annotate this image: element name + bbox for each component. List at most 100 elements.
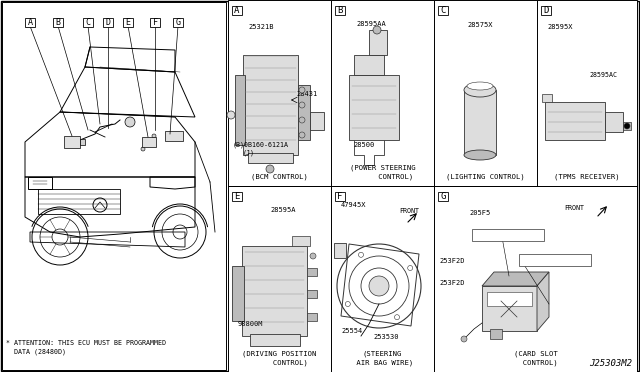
Text: 25554: 25554 bbox=[341, 328, 362, 334]
Bar bbox=[232, 6, 242, 15]
Bar bbox=[434, 0, 537, 186]
Text: 47945X: 47945X bbox=[341, 202, 367, 208]
Text: 28500: 28500 bbox=[353, 142, 374, 148]
Text: 28595X: 28595X bbox=[547, 24, 573, 30]
Bar bbox=[232, 266, 244, 321]
Bar bbox=[150, 17, 160, 26]
Bar bbox=[369, 30, 387, 55]
Text: 25321B: 25321B bbox=[248, 24, 273, 30]
Bar bbox=[487, 292, 532, 306]
Bar bbox=[541, 6, 551, 15]
Circle shape bbox=[358, 252, 364, 257]
Text: (POWER STEERING: (POWER STEERING bbox=[349, 164, 415, 171]
Bar bbox=[103, 17, 113, 26]
Text: D: D bbox=[543, 6, 548, 15]
Text: 28595A: 28595A bbox=[270, 207, 296, 213]
Bar bbox=[307, 290, 317, 298]
Circle shape bbox=[624, 123, 630, 129]
FancyBboxPatch shape bbox=[472, 229, 544, 241]
Text: (TPMS RECEIVER): (TPMS RECEIVER) bbox=[554, 173, 620, 180]
Circle shape bbox=[299, 117, 305, 123]
Bar bbox=[331, 0, 434, 186]
Bar bbox=[354, 55, 384, 75]
Text: 98800M: 98800M bbox=[238, 321, 264, 327]
Bar bbox=[142, 137, 156, 147]
Text: AIR BAG WIRE): AIR BAG WIRE) bbox=[352, 359, 413, 366]
Text: (DRIVING POSITION: (DRIVING POSITION bbox=[243, 350, 317, 357]
Bar bbox=[83, 17, 93, 26]
Circle shape bbox=[369, 276, 389, 296]
Circle shape bbox=[461, 336, 467, 342]
Bar bbox=[242, 246, 307, 336]
Ellipse shape bbox=[464, 150, 496, 160]
Text: (NOT FOR SALE): (NOT FOR SALE) bbox=[480, 233, 536, 239]
Bar bbox=[331, 186, 434, 372]
Bar bbox=[310, 112, 324, 130]
Bar bbox=[298, 85, 310, 140]
Bar bbox=[235, 75, 245, 145]
Text: E: E bbox=[234, 192, 240, 201]
Circle shape bbox=[408, 266, 413, 270]
Text: E: E bbox=[125, 17, 131, 26]
Bar bbox=[307, 268, 317, 276]
Bar bbox=[537, 0, 637, 186]
Bar bbox=[25, 17, 35, 26]
Circle shape bbox=[373, 26, 381, 34]
Circle shape bbox=[310, 253, 316, 259]
Circle shape bbox=[346, 301, 350, 307]
Text: A: A bbox=[234, 6, 240, 15]
Text: 253530: 253530 bbox=[373, 334, 399, 340]
Circle shape bbox=[299, 102, 305, 108]
Bar bbox=[438, 6, 448, 15]
Bar bbox=[623, 122, 631, 130]
Bar bbox=[434, 186, 637, 372]
Text: F: F bbox=[337, 192, 342, 201]
Text: CONTROL): CONTROL) bbox=[251, 359, 308, 366]
Bar bbox=[542, 94, 552, 102]
Bar bbox=[2, 2, 226, 370]
Circle shape bbox=[152, 134, 156, 138]
Bar bbox=[334, 243, 346, 258]
Bar bbox=[335, 192, 345, 201]
Text: CONTROL): CONTROL) bbox=[514, 359, 557, 366]
Bar bbox=[173, 17, 183, 26]
Bar bbox=[228, 0, 331, 186]
Bar bbox=[165, 131, 183, 141]
Bar bbox=[123, 17, 133, 26]
Bar bbox=[307, 313, 317, 321]
Text: 253F2D: 253F2D bbox=[439, 258, 465, 264]
FancyBboxPatch shape bbox=[519, 254, 591, 266]
Text: F: F bbox=[152, 17, 157, 26]
Text: G: G bbox=[440, 192, 445, 201]
Text: 205F5: 205F5 bbox=[469, 210, 490, 216]
Circle shape bbox=[394, 315, 399, 320]
Text: 28575X: 28575X bbox=[467, 22, 493, 28]
Text: 28595AA: 28595AA bbox=[356, 21, 386, 27]
Text: G: G bbox=[175, 17, 180, 26]
Circle shape bbox=[227, 111, 235, 119]
Text: C: C bbox=[86, 17, 90, 26]
Bar bbox=[438, 192, 448, 201]
Bar bbox=[248, 153, 293, 163]
Polygon shape bbox=[537, 272, 549, 331]
Text: (BCM CONTROL): (BCM CONTROL) bbox=[251, 173, 308, 180]
Bar bbox=[80, 139, 85, 145]
Bar bbox=[250, 334, 300, 346]
Text: J25303M2: J25303M2 bbox=[589, 359, 632, 368]
Text: C: C bbox=[440, 6, 445, 15]
Bar bbox=[349, 75, 399, 140]
Text: CONTROL): CONTROL) bbox=[352, 173, 413, 180]
Text: B: B bbox=[337, 6, 342, 15]
Text: (B)0B160-6121A: (B)0B160-6121A bbox=[233, 141, 289, 148]
Ellipse shape bbox=[464, 83, 496, 97]
Bar bbox=[464, 90, 496, 155]
Bar bbox=[335, 6, 345, 15]
Text: 28431: 28431 bbox=[296, 91, 317, 97]
Circle shape bbox=[299, 132, 305, 138]
Text: DATA (28480D): DATA (28480D) bbox=[6, 349, 66, 355]
Text: 28595AC: 28595AC bbox=[589, 72, 617, 78]
Bar bbox=[232, 192, 242, 201]
Text: D: D bbox=[106, 17, 111, 26]
Circle shape bbox=[299, 87, 305, 93]
Text: (NOT FOR SALE): (NOT FOR SALE) bbox=[527, 258, 583, 264]
